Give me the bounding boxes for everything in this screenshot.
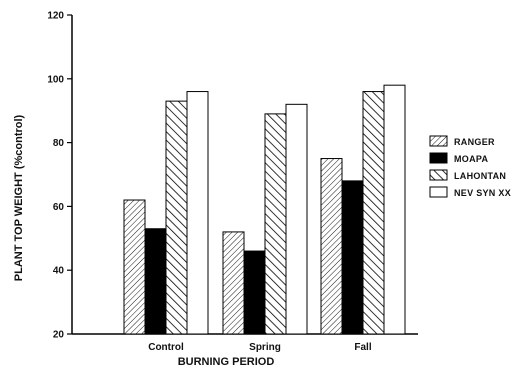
legend-swatch [429,152,448,164]
legend-swatch [429,169,448,181]
y-tick-label: 20 [53,330,65,341]
bar-lahontan-control [165,100,188,335]
legend-swatch [429,186,448,198]
bar-moapa-control [144,228,167,335]
bar-ranger-control [123,199,146,335]
y-tick-label: 60 [53,202,65,213]
bar-ranger-fall [320,158,343,335]
legend-swatch [429,135,448,147]
y-tick-label: 120 [47,11,64,22]
legend-label: NEV SYN XX [454,188,511,198]
x-axis: Control Spring Fall [72,333,418,353]
bar-nev-syn-xx-control [186,91,209,335]
y-tick-label: 40 [53,266,65,277]
x-tick-label: Fall [354,342,371,353]
y-axis: 20 40 60 80 100 120 [47,11,73,341]
x-tick-label: Spring [249,342,281,353]
x-tick-label: Control [148,342,184,353]
bar-ranger-spring [222,231,245,335]
bar-moapa-spring [243,250,266,335]
y-tick-label: 80 [53,138,65,149]
bar-lahontan-fall [362,91,385,335]
bar-nev-syn-xx-spring [285,103,308,335]
legend-label: LAHONTAN [454,171,506,181]
legend-label: MOAPA [454,154,489,164]
y-tick-label: 100 [47,74,64,85]
bar-lahontan-spring [264,113,287,335]
bar-moapa-fall [341,180,364,335]
bar-nev-syn-xx-fall [383,84,406,335]
x-axis-label: BURNING PERIOD [178,356,275,368]
bars-group [123,84,406,335]
legend: RANGER MOAPA LAHONTAN NEV SYN XX [429,135,511,198]
y-axis-label: PLANT TOP WEIGHT (%control) [13,114,25,281]
legend-label: RANGER [454,137,495,147]
